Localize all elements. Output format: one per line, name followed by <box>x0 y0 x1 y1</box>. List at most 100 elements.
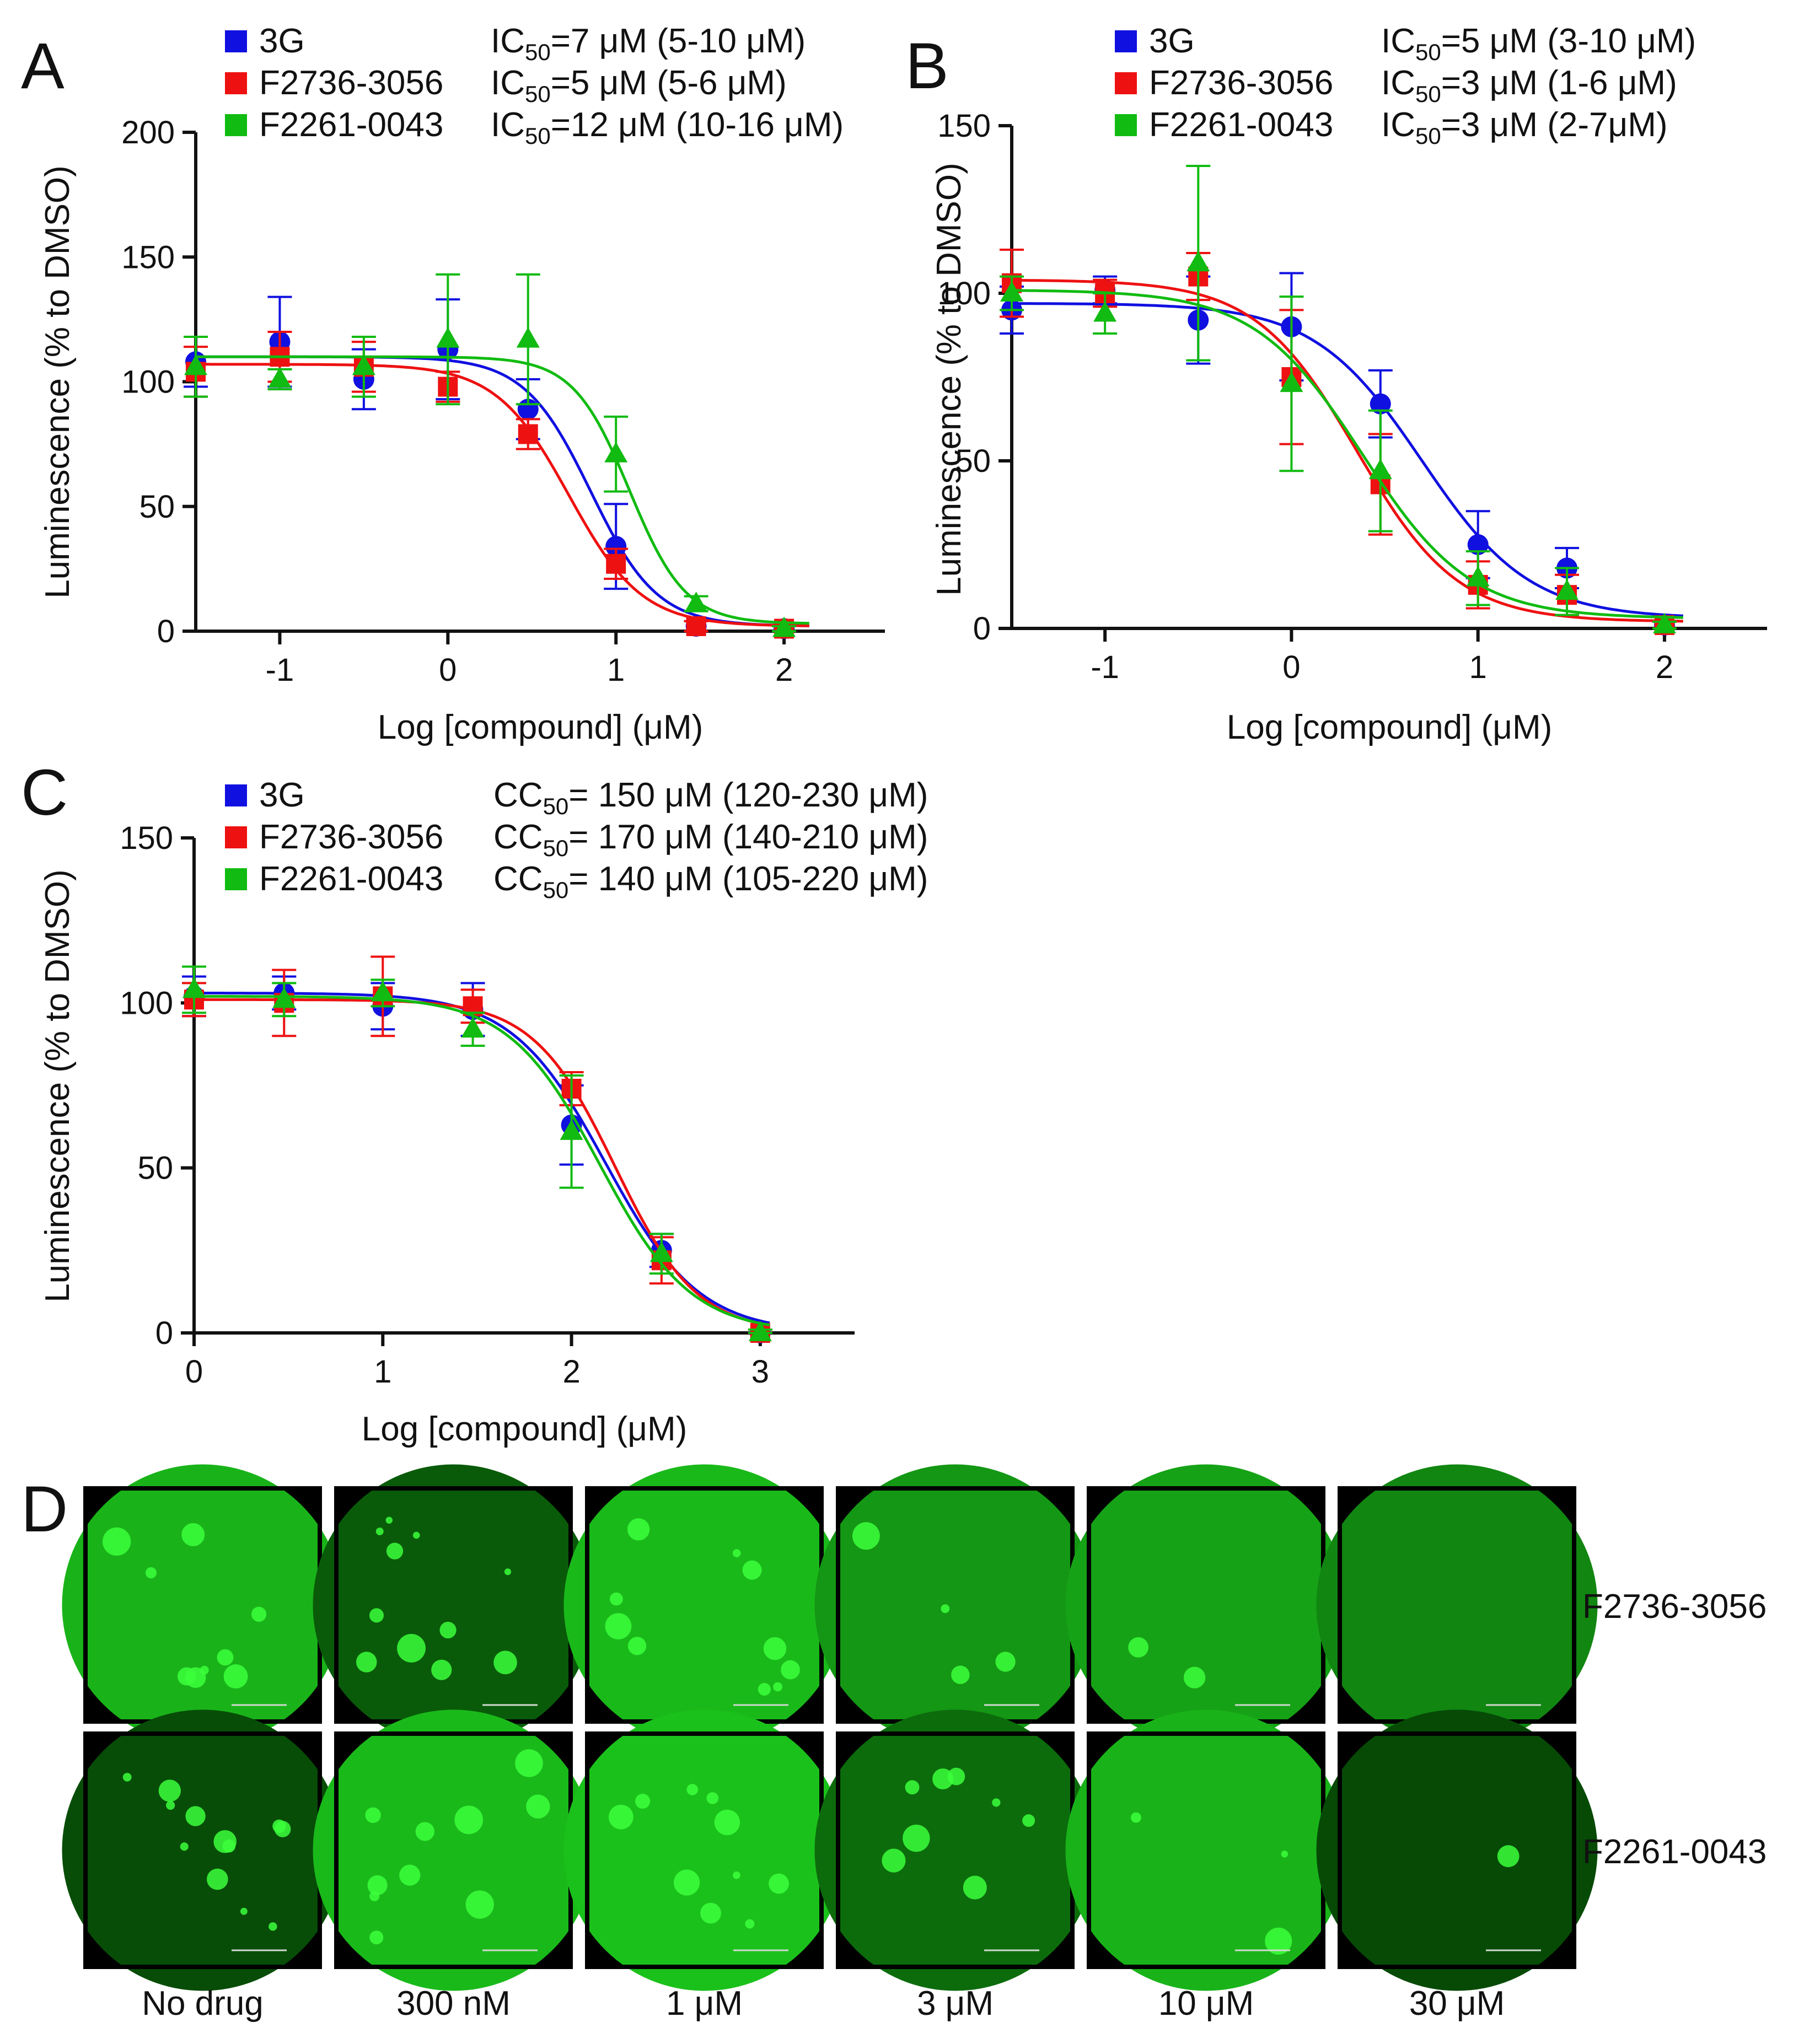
legend-swatch <box>225 114 247 136</box>
legend-label: 3G <box>259 776 305 814</box>
microscopy-tile <box>814 1464 1096 1746</box>
cell-cluster <box>465 1890 494 1919</box>
concentration-label: 300 nM <box>396 1984 511 2023</box>
fit-curve <box>196 355 809 625</box>
series-f2261-0043 <box>182 965 772 1341</box>
legend-swatch <box>1115 114 1137 136</box>
data-point <box>184 354 207 375</box>
stat-value: = 170 μM (140-210 μM) <box>568 818 928 856</box>
stat-subscript: 50 <box>1415 39 1441 65</box>
row-compound-label: F2736-3056 <box>1582 1588 1767 1626</box>
data-point <box>352 354 375 375</box>
y-axis-label: Luminescence (% to DMSO) <box>930 163 968 596</box>
legend-swatch <box>225 30 247 52</box>
panel-letter-c: C <box>21 756 68 829</box>
data-point <box>560 1119 583 1140</box>
x-axis-label: Log [compound] (μM) <box>1227 708 1553 746</box>
cell-cluster <box>686 1784 699 1795</box>
legend-stat: IC50=7 μM (5-10 μM) <box>491 22 806 65</box>
cell-cluster <box>1281 1851 1289 1858</box>
series-f2261-0043 <box>184 273 809 637</box>
concentration-label: 1 μM <box>666 1984 743 2023</box>
stat-label: IC <box>1381 22 1415 60</box>
concentration-label: No drug <box>142 1984 264 2023</box>
stat-value: = 150 μM (120-230 μM) <box>568 776 928 814</box>
cell-cluster <box>608 1804 633 1830</box>
concentration-label: 10 μM <box>1158 1984 1254 2023</box>
stat-value: =7 μM (5-10 μM) <box>551 22 806 60</box>
cell-cluster <box>903 1824 930 1852</box>
microscopy-tile <box>1065 1709 1347 1991</box>
y-tick-label: 0 <box>155 1315 173 1351</box>
well-field <box>313 1464 594 1746</box>
panel-letter-b: B <box>905 30 949 103</box>
series-f2261-0043 <box>1000 164 1683 633</box>
cell-cluster <box>745 1919 755 1929</box>
well-field <box>563 1709 845 1991</box>
concentration-label: 30 μM <box>1409 1984 1505 2023</box>
cell-cluster <box>207 1868 228 1890</box>
cell-cluster <box>217 1649 234 1666</box>
legend-stat: IC50=3 μM (2-7μM) <box>1381 106 1668 149</box>
stat-value: =3 μM (2-7μM) <box>1441 106 1668 144</box>
cell-cluster <box>627 1637 647 1655</box>
stat-subscript: 50 <box>543 793 569 819</box>
cell-cluster <box>763 1637 787 1660</box>
data-point <box>605 536 627 557</box>
legend-stat: IC50=5 μM (5-6 μM) <box>491 64 787 107</box>
cell-cluster <box>963 1875 987 1900</box>
stat-value: = 140 μM (105-220 μM) <box>568 860 928 898</box>
microscopy-tile <box>1316 1709 1598 1991</box>
cell-cluster <box>365 1807 381 1823</box>
stat-value: =5 μM (3-10 μM) <box>1441 22 1696 60</box>
cell-cluster <box>941 1604 950 1614</box>
data-point <box>518 424 538 444</box>
cell-cluster <box>951 1665 970 1684</box>
cell-cluster <box>269 1922 277 1931</box>
cell-cluster <box>431 1659 452 1680</box>
cell-cluster <box>947 1767 965 1785</box>
microscopy-tile <box>62 1464 343 1746</box>
data-point <box>1555 579 1579 600</box>
cell-cluster <box>369 1930 384 1945</box>
data-point <box>686 616 706 636</box>
y-tick-label: 50 <box>139 489 175 525</box>
y-tick-label: 0 <box>973 611 991 647</box>
cell-cluster <box>185 1667 206 1688</box>
cell-cluster <box>251 1606 267 1622</box>
fit-curve <box>194 994 770 1327</box>
legend-swatch <box>225 784 247 806</box>
x-tick-label: -1 <box>266 652 294 688</box>
data-point <box>684 591 708 612</box>
legend-stat: CC50= 140 μM (105-220 μM) <box>493 860 928 903</box>
chart-panel-c: 0 50 100 150 0 1 2 3 Log [compound] (μM) Luminesc… <box>39 776 928 1448</box>
x-tick-label: 1 <box>374 1354 391 1390</box>
cell-cluster <box>627 1518 650 1541</box>
cell-cluster <box>102 1527 131 1556</box>
y-tick-label: 200 <box>121 115 175 150</box>
concentration-label: 3 μM <box>917 1984 994 2023</box>
legend-stat: IC50=3 μM (1-6 μM) <box>1381 64 1677 107</box>
legend-swatch <box>225 868 247 890</box>
cell-cluster <box>742 1560 762 1580</box>
data-point <box>1093 301 1117 322</box>
microscopy-tile <box>62 1709 343 1991</box>
cell-cluster <box>1130 1812 1141 1823</box>
panel-letter-d: D <box>21 1473 68 1546</box>
legend-stat: CC50= 170 μM (140-210 μM) <box>493 818 928 861</box>
cell-cluster <box>369 1608 384 1623</box>
x-axis-label: Log [compound] (μM) <box>362 1410 688 1448</box>
stat-label: CC <box>493 818 543 856</box>
cell-cluster <box>882 1848 906 1873</box>
well-field <box>313 1709 594 1991</box>
microscopy-tile <box>563 1464 845 1746</box>
cell-cluster <box>412 1531 420 1539</box>
stat-label: IC <box>1381 64 1415 102</box>
y-tick-label: 100 <box>120 985 173 1021</box>
legend-swatch <box>225 72 247 94</box>
cell-cluster <box>995 1652 1016 1672</box>
cell-cluster <box>415 1822 434 1841</box>
cell-cluster <box>180 1842 189 1851</box>
x-tick-label: 0 <box>1282 649 1300 685</box>
